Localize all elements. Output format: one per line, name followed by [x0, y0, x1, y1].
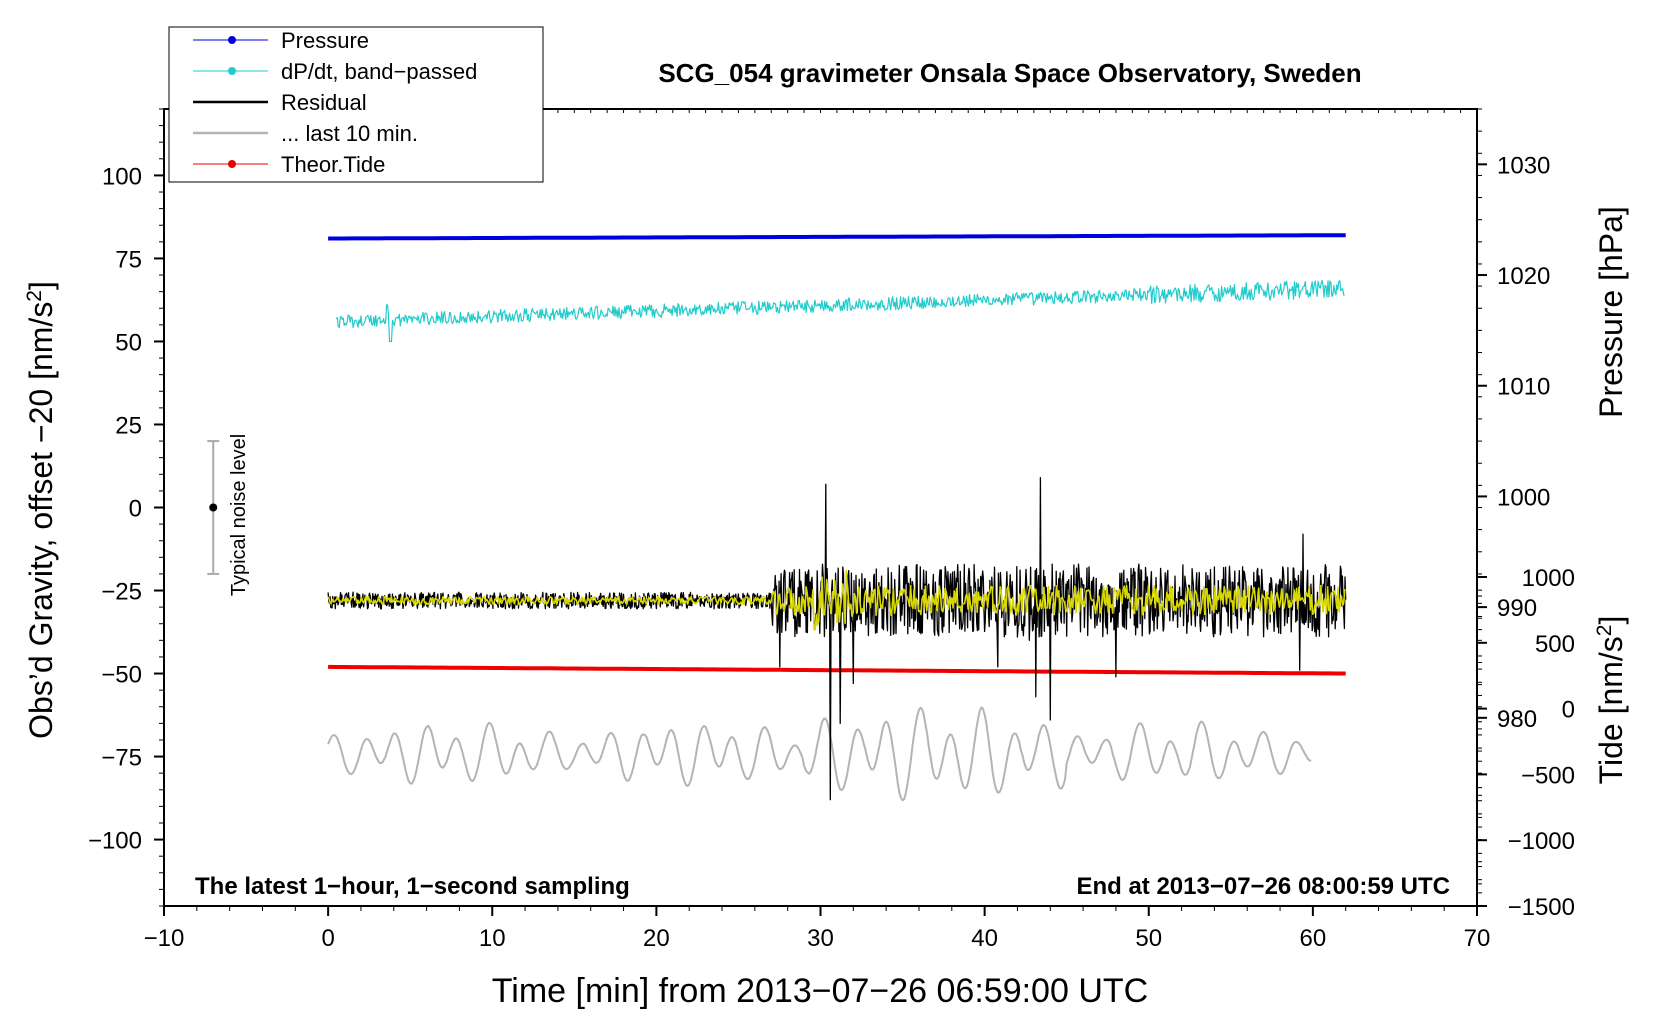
series-dpdt: [335, 279, 1345, 343]
y-left-tick-label: −25: [101, 579, 142, 606]
y-pressure-tick-label: 1030: [1497, 152, 1550, 179]
y-left-tick-label: 0: [129, 496, 142, 523]
legend-label-0: Pressure: [281, 28, 369, 53]
y-tide-tick-label: −1000: [1508, 828, 1575, 855]
legend-marker-0: [228, 36, 236, 44]
legend-label-4: Theor.Tide: [281, 152, 385, 177]
y-left-tick-label: 25: [115, 412, 142, 439]
y-tide-tick-label: −1500: [1508, 894, 1575, 921]
y-pressure-tick-label: 1000: [1497, 484, 1550, 511]
x-tick-label: 60: [1300, 925, 1327, 952]
series-pressure: [328, 233, 1346, 241]
y-left-tick-label: 50: [115, 329, 142, 356]
x-tick-label: 70: [1464, 925, 1491, 952]
y-axis-pressure-label: Pressure [hPa]: [1593, 206, 1629, 418]
series-theor-tide: [328, 664, 1346, 676]
noise-indicator-label: Typical noise level: [228, 434, 250, 596]
y-pressure-tick-label: 980: [1497, 706, 1537, 733]
y-axis-tide-label: Tide [nm/s2]: [1593, 616, 1630, 785]
y-tide-tick-label: −500: [1521, 762, 1575, 789]
y-left-tick-label: 100: [102, 163, 142, 190]
y-left-tick-label: −75: [101, 745, 142, 772]
y-tide-tick-label: 0: [1562, 697, 1575, 724]
chart-title: SCG_054 gravimeter Onsala Space Observat…: [658, 58, 1361, 88]
annotation-end-time: End at 2013−07−26 08:00:59 UTC: [1076, 873, 1450, 900]
series-last-10-min: [327, 706, 1312, 802]
x-tick-label: 10: [479, 925, 506, 952]
y-axis-left-label: Obs’d Gravity, offset −20 [nm/s2]: [23, 281, 60, 739]
x-tick-label: −10: [144, 925, 185, 952]
legend-entries: Pressure dP/dt, band−passed Residual ... la…: [193, 28, 477, 177]
y-left-tick-label: −100: [88, 828, 142, 855]
x-tick-label: 0: [321, 925, 334, 952]
y-pressure-tick-label: 990: [1497, 595, 1537, 622]
noise-center-dot: [209, 503, 218, 512]
legend: Pressure dP/dt, band−passed Residual ... la…: [168, 26, 544, 183]
y-left-tick-label: −50: [101, 662, 142, 689]
x-tick-label: 20: [643, 925, 670, 952]
y-pressure-tick-label: 1010: [1497, 374, 1550, 401]
series-layer: [327, 233, 1347, 802]
y-left-tick-label: 75: [115, 246, 142, 273]
x-tick-label: 40: [971, 925, 998, 952]
y-tide-tick-label: 1000: [1522, 565, 1575, 592]
y-pressure-tick-label: 1020: [1497, 263, 1550, 290]
legend-marker-1: [228, 67, 236, 75]
x-tick-label: 30: [807, 925, 834, 952]
y-tide-tick-label: 500: [1535, 631, 1575, 658]
x-tick-label: 50: [1135, 925, 1162, 952]
legend-box: [168, 26, 544, 183]
series-residual-smoothed: [327, 569, 1346, 631]
x-axis-label: Time [min] from 2013−07−26 06:59:00 UTC: [492, 972, 1148, 1010]
legend-label-3: ... last 10 min.: [281, 121, 418, 146]
legend-label-2: Residual: [281, 90, 367, 115]
axes-layer: −10 0 10 20 30 40 50 60 701007550250−25−50−75−10…: [88, 108, 1575, 952]
annotation-sampling: The latest 1−hour, 1−second sampling: [195, 873, 630, 900]
noise-indicator: [207, 440, 220, 575]
legend-label-1: dP/dt, band−passed: [281, 59, 477, 84]
legend-marker-4: [228, 160, 236, 168]
